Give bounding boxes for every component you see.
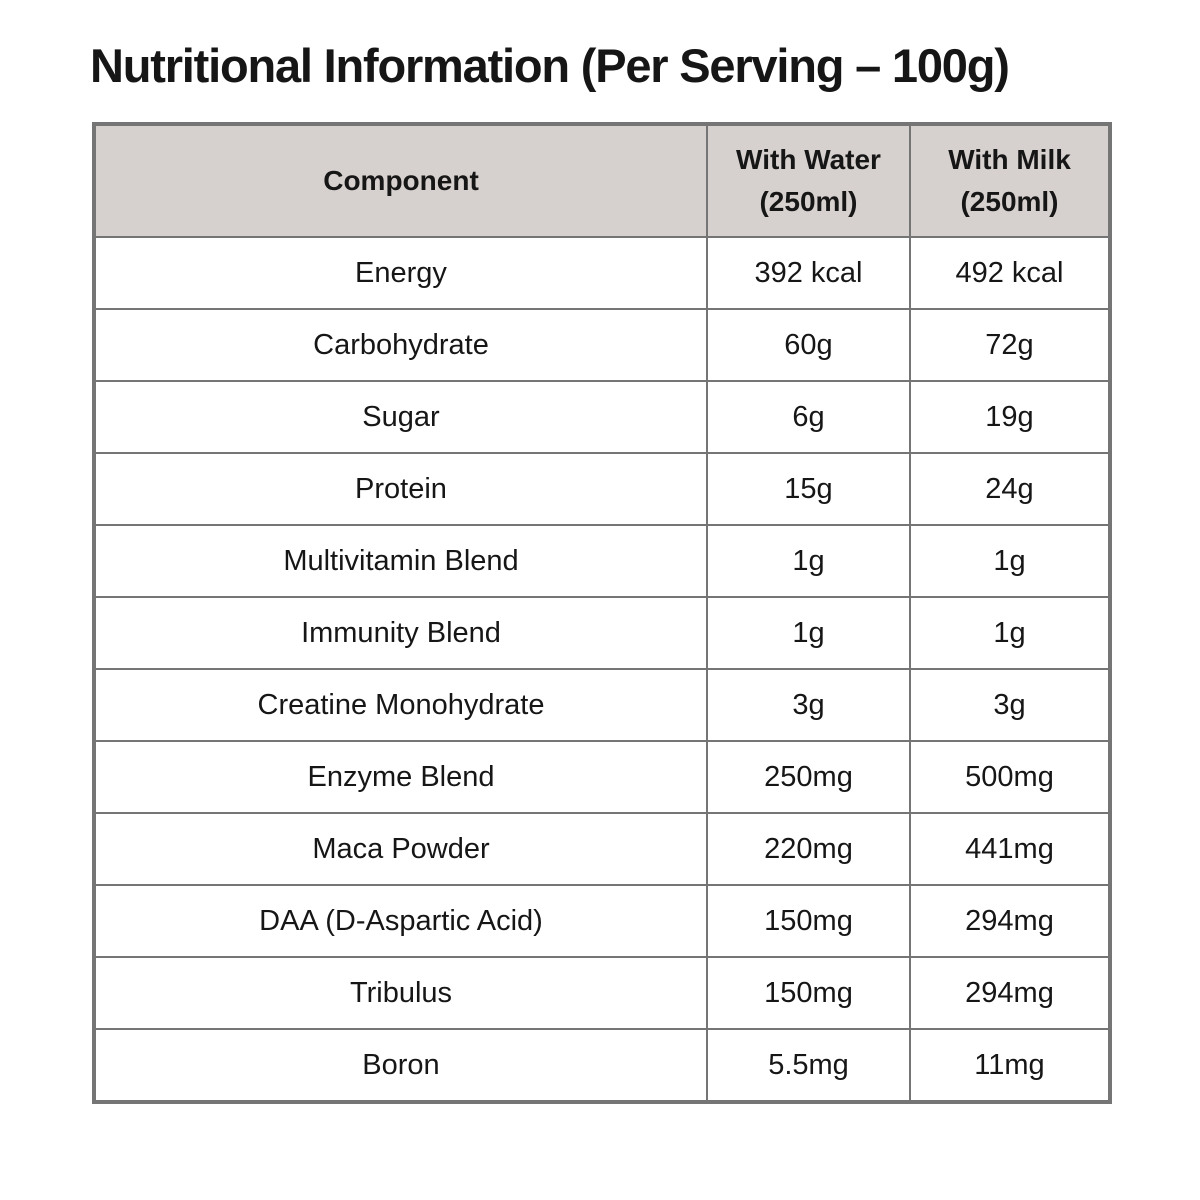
with-water-cell: 150mg xyxy=(706,956,911,1030)
with-milk-cell: 294mg xyxy=(909,884,1111,958)
component-cell: Energy xyxy=(93,236,708,310)
with-water-cell: 60g xyxy=(706,308,911,382)
table-row: Multivitamin Blend 1g 1g xyxy=(93,524,1111,598)
with-water-cell: 5.5mg xyxy=(706,1028,911,1103)
component-cell: Carbohydrate xyxy=(93,308,708,382)
with-water-cell: 392 kcal xyxy=(706,236,911,310)
component-cell: Creatine Monohydrate xyxy=(93,668,708,742)
table-row: Tribulus 150mg 294mg xyxy=(93,956,1111,1030)
table-row: Immunity Blend 1g 1g xyxy=(93,596,1111,670)
table-row: Maca Powder 220mg 441mg xyxy=(93,812,1111,886)
with-milk-cell: 1g xyxy=(909,524,1111,598)
with-milk-cell: 3g xyxy=(909,668,1111,742)
with-water-cell: 150mg xyxy=(706,884,911,958)
component-cell: Boron xyxy=(93,1028,708,1103)
table-row: Enzyme Blend 250mg 500mg xyxy=(93,740,1111,814)
with-water-cell: 6g xyxy=(706,380,911,454)
component-cell: Immunity Blend xyxy=(93,596,708,670)
column-header-with-milk-label: With Milk xyxy=(948,144,1071,175)
with-milk-cell: 24g xyxy=(909,452,1111,526)
column-header-with-milk-sub: (250ml) xyxy=(960,186,1059,217)
component-cell: Tribulus xyxy=(93,956,708,1030)
with-milk-cell: 11mg xyxy=(909,1028,1111,1103)
component-cell: Sugar xyxy=(93,380,708,454)
table-row: Protein 15g 24g xyxy=(93,452,1111,526)
with-milk-cell: 72g xyxy=(909,308,1111,382)
header-row: Component With Water (250ml) With Milk (… xyxy=(93,123,1111,238)
with-water-cell: 220mg xyxy=(706,812,911,886)
table-body: Energy 392 kcal 492 kcal Carbohydrate 60g 72g… xyxy=(93,236,1111,1103)
component-cell: Multivitamin Blend xyxy=(93,524,708,598)
table-row: Carbohydrate 60g 72g xyxy=(93,308,1111,382)
column-header-with-water: With Water (250ml) xyxy=(706,123,911,238)
with-milk-cell: 19g xyxy=(909,380,1111,454)
column-header-component: Component xyxy=(93,123,708,238)
column-header-with-water-label: With Water xyxy=(736,144,881,175)
with-water-cell: 15g xyxy=(706,452,911,526)
with-milk-cell: 1g xyxy=(909,596,1111,670)
table-header: Component With Water (250ml) With Milk (… xyxy=(93,123,1111,238)
table-row: Boron 5.5mg 11mg xyxy=(93,1028,1111,1103)
with-water-cell: 1g xyxy=(706,524,911,598)
table-row: Energy 392 kcal 492 kcal xyxy=(93,236,1111,310)
with-milk-cell: 441mg xyxy=(909,812,1111,886)
table-row: Creatine Monohydrate 3g 3g xyxy=(93,668,1111,742)
table-row: Sugar 6g 19g xyxy=(93,380,1111,454)
column-header-with-water-sub: (250ml) xyxy=(759,186,858,217)
with-water-cell: 250mg xyxy=(706,740,911,814)
with-milk-cell: 492 kcal xyxy=(909,236,1111,310)
with-milk-cell: 294mg xyxy=(909,956,1111,1030)
table-row: DAA (D-Aspartic Acid) 150mg 294mg xyxy=(93,884,1111,958)
with-water-cell: 3g xyxy=(706,668,911,742)
component-cell: Maca Powder xyxy=(93,812,708,886)
component-cell: Protein xyxy=(93,452,708,526)
component-cell: Enzyme Blend xyxy=(93,740,708,814)
page-title: Nutritional Information (Per Serving – 1… xyxy=(90,39,1010,92)
component-cell: DAA (D-Aspartic Acid) xyxy=(93,884,708,958)
column-header-component-label: Component xyxy=(323,165,479,196)
with-milk-cell: 500mg xyxy=(909,740,1111,814)
with-water-cell: 1g xyxy=(706,596,911,670)
nutrition-table: Component With Water (250ml) With Milk (… xyxy=(92,122,1112,1104)
column-header-with-milk: With Milk (250ml) xyxy=(909,123,1111,238)
